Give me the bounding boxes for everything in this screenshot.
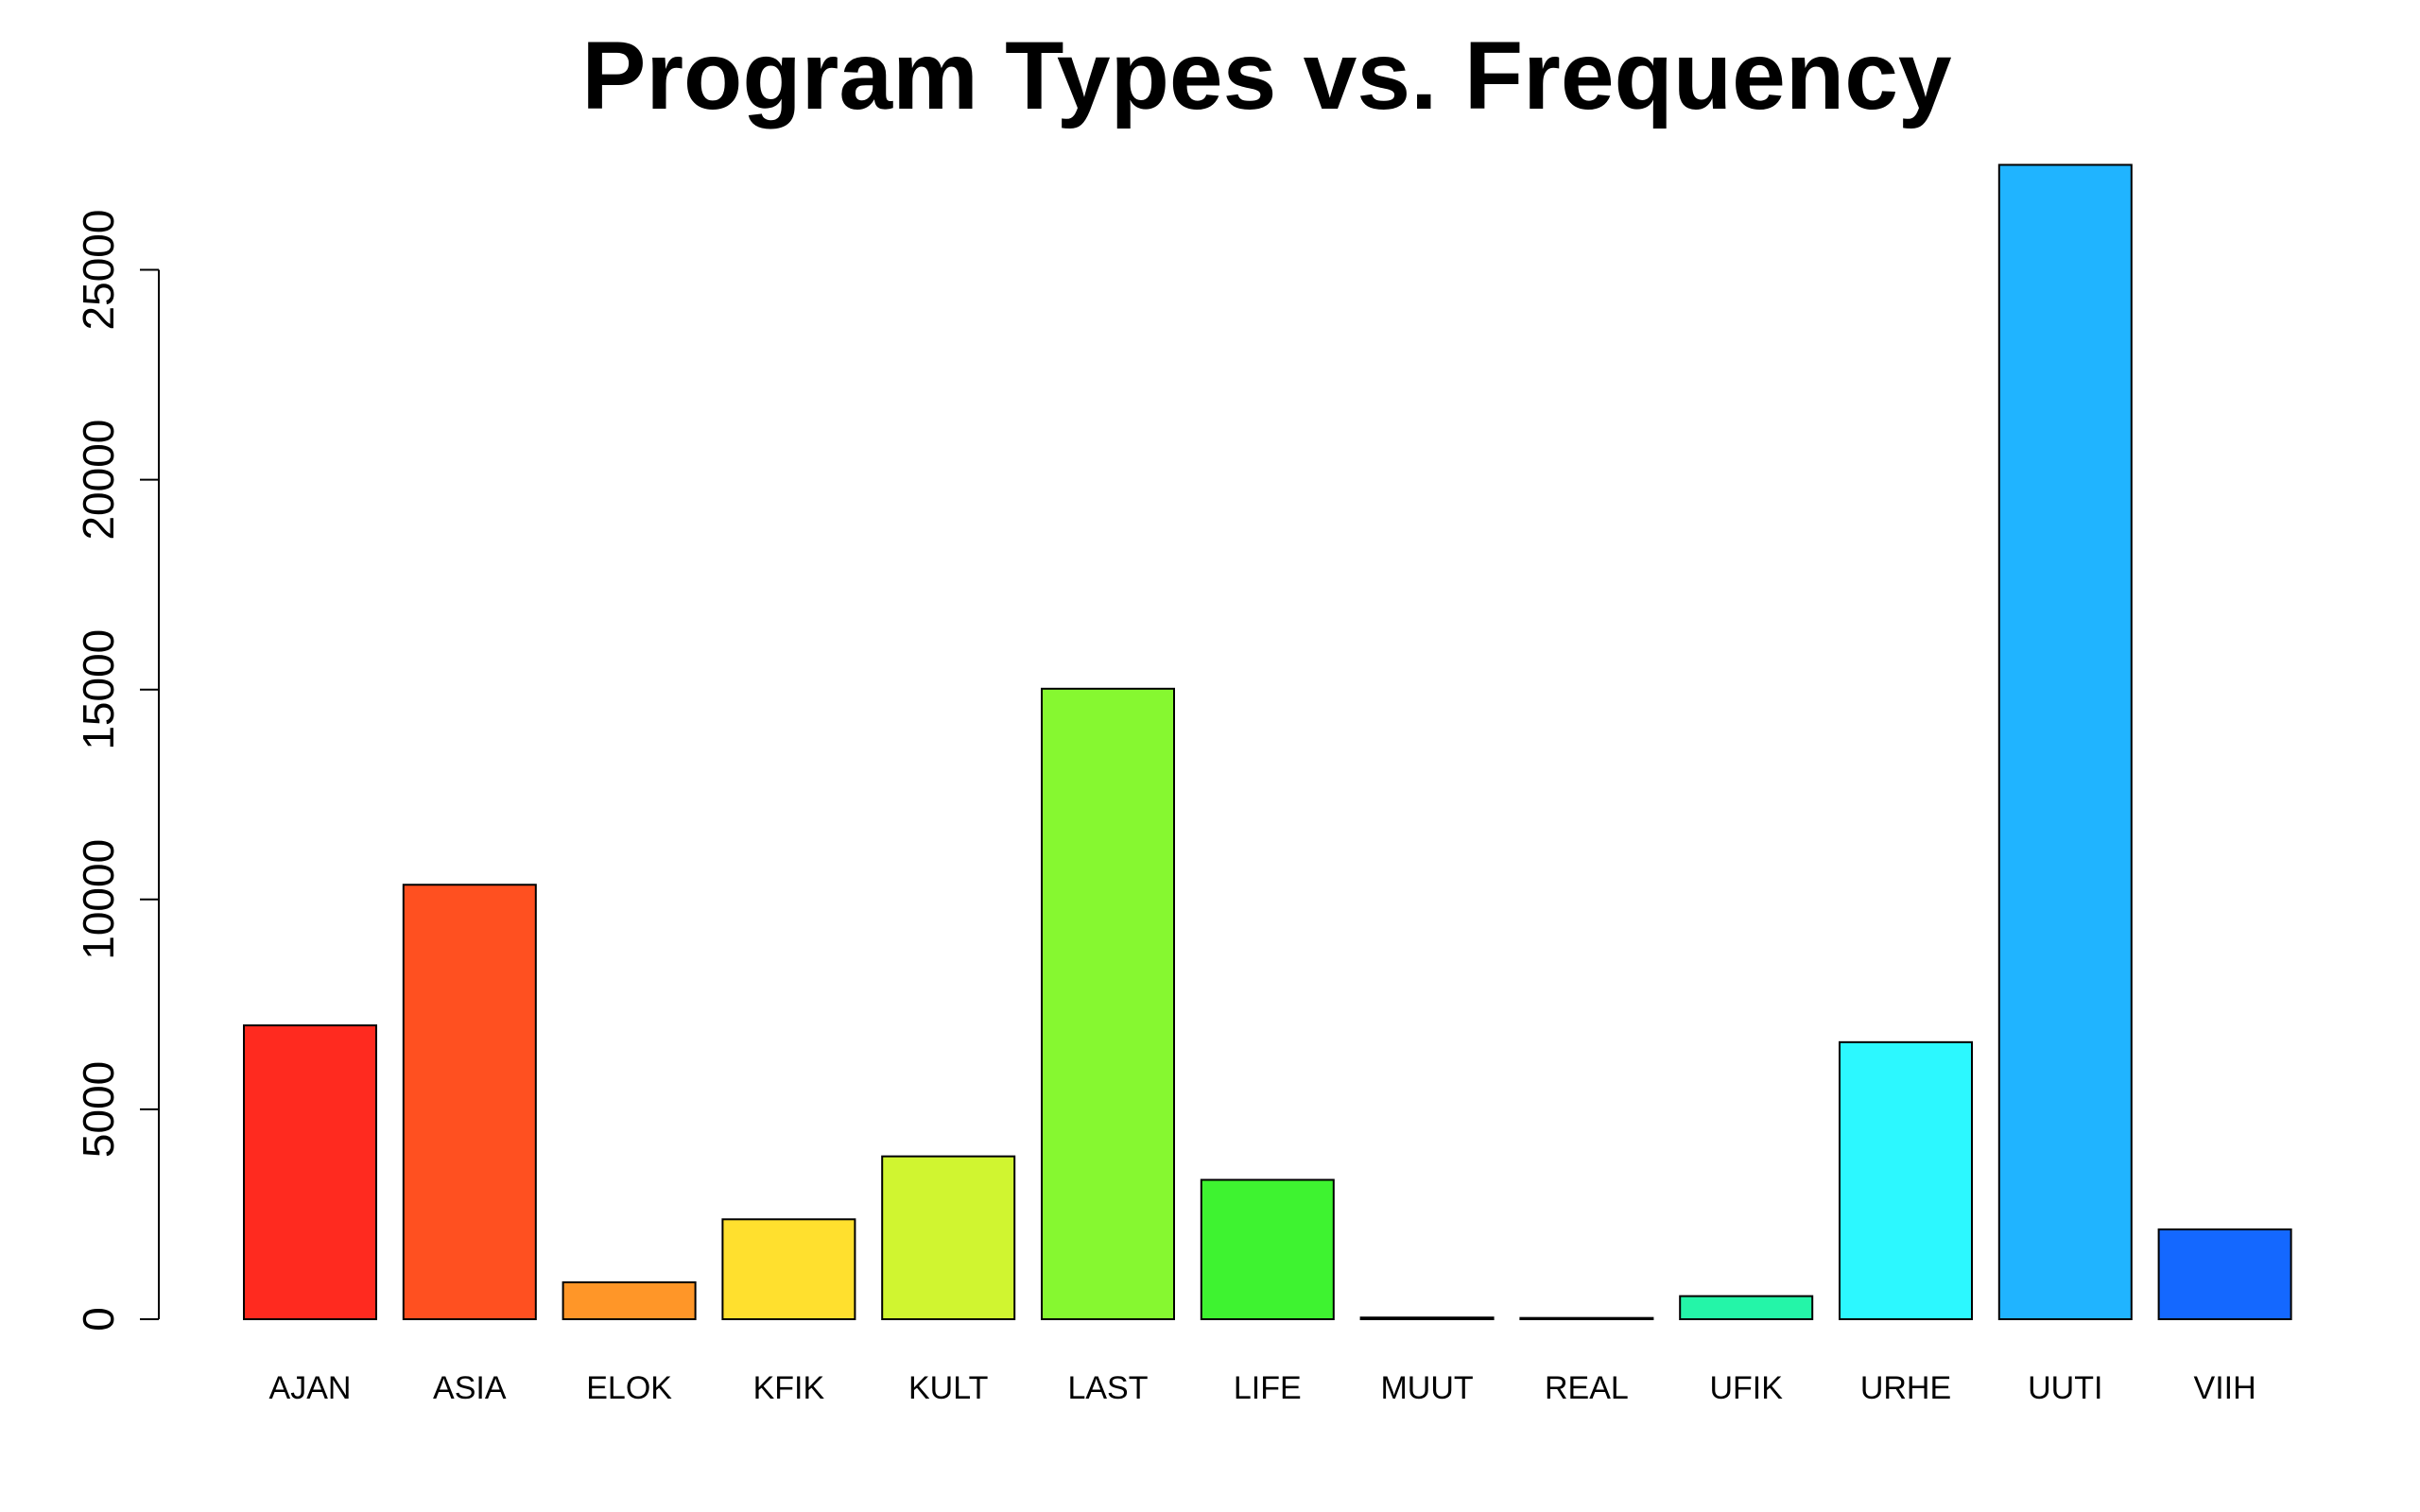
bar-asia [402,884,537,1320]
bar-urhe [1839,1040,1973,1320]
x-axis-labels: AJAN ASIA ELOK KFIK KULT LAST LIFE MUUT REAL UFIK… [269,1370,2256,1406]
x-category-label: UFIK [1709,1370,1783,1406]
x-category-label: MUUT [1380,1370,1473,1406]
x-category-label: VIIH [2194,1370,2256,1406]
bars [243,163,2292,1321]
y-tick-label: 25000 [74,210,123,331]
bar-muut [1359,1316,1495,1320]
bar-last [1041,687,1175,1320]
x-category-label: KFIK [753,1370,825,1406]
bar-viih [2157,1228,2292,1320]
x-category-label: REAL [1545,1370,1629,1406]
x-category-label: KULT [908,1370,988,1406]
x-category-label: UUTI [2028,1370,2102,1406]
x-category-label: AJAN [269,1370,352,1406]
chart-title: Program Types vs. Frequency [581,22,1952,129]
x-category-label: LIFE [1234,1370,1302,1406]
y-tick-label: 0 [74,1307,123,1332]
bar-ajan [243,1024,377,1321]
x-category-label: ASIA [433,1370,507,1406]
bar-real [1519,1316,1654,1320]
y-tick-label: 10000 [74,839,123,960]
bar-kult [881,1155,1016,1320]
x-category-label: LAST [1067,1370,1148,1406]
y-axis: 0 5000 10000 15000 20000 25000 [74,210,160,1332]
y-tick-label: 5000 [74,1061,123,1158]
x-category-label: ELOK [586,1370,672,1406]
bar-kfik [721,1218,856,1320]
bar-life [1200,1178,1335,1321]
y-tick-label: 15000 [74,629,123,750]
bar-ufik [1679,1295,1814,1320]
bar-elok [562,1280,697,1320]
bar-uuti [1997,163,2133,1321]
x-category-label: URHE [1860,1370,1951,1406]
y-tick-label: 20000 [74,420,123,541]
